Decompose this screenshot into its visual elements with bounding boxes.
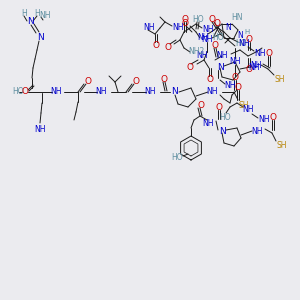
Text: H: H [34,10,40,19]
Text: HO: HO [12,88,24,97]
Text: SH: SH [275,74,285,83]
Text: HO: HO [212,32,224,41]
Text: NH: NH [258,116,270,124]
Text: N: N [27,16,33,26]
Text: NH: NH [95,88,107,97]
Text: N: N [219,127,225,136]
Text: NH: NH [254,49,266,58]
Text: NH: NH [50,88,62,97]
Text: O: O [212,40,218,50]
Text: N: N [225,23,231,32]
Text: H: H [244,29,250,35]
Text: NH: NH [206,88,218,97]
Text: O: O [232,73,238,82]
Text: O: O [214,20,220,28]
Text: N: N [217,62,224,71]
Text: NH: NH [216,50,228,59]
Text: N: N [37,32,44,41]
Text: O: O [266,49,272,58]
Text: O: O [215,103,223,112]
Text: N: N [172,88,178,97]
Text: O: O [164,43,172,52]
Text: O: O [245,65,253,74]
Text: O: O [160,74,167,83]
Text: NH: NH [242,104,254,113]
Text: O: O [85,77,92,86]
Text: O: O [182,19,188,28]
Text: NH2: NH2 [188,47,204,56]
Text: N: N [237,31,243,40]
Text: NH: NH [143,23,155,32]
Text: O: O [187,62,194,71]
Text: NH: NH [196,50,208,59]
Text: NH: NH [34,125,46,134]
Text: O: O [208,14,215,23]
Text: NH: NH [248,62,260,71]
Text: O: O [22,88,28,97]
Text: NH: NH [251,127,263,136]
Text: HN: HN [231,14,243,22]
Text: O: O [182,14,188,23]
Text: O: O [133,77,140,86]
Text: HO: HO [235,40,247,49]
Text: NH: NH [39,11,51,20]
Text: HO: HO [171,154,183,163]
Text: H: H [21,10,27,19]
Text: NH: NH [144,88,156,97]
Text: O: O [206,74,214,83]
Text: NH: NH [197,32,209,41]
Text: HO: HO [192,14,204,23]
Text: SH: SH [277,140,287,149]
Text: NH: NH [250,61,262,70]
Text: O: O [245,34,253,43]
Text: HO: HO [219,112,231,122]
Text: O: O [235,82,242,91]
Text: SH: SH [239,101,249,110]
Text: NH: NH [238,40,250,49]
Text: NH: NH [224,82,236,91]
Text: NH: NH [201,35,213,44]
Text: O: O [269,112,277,122]
Text: NH: NH [229,58,241,67]
Text: NH: NH [172,23,184,32]
Text: O: O [152,40,160,50]
Text: NH: NH [202,118,214,127]
Text: NH: NH [202,26,214,34]
Text: O: O [197,100,205,109]
